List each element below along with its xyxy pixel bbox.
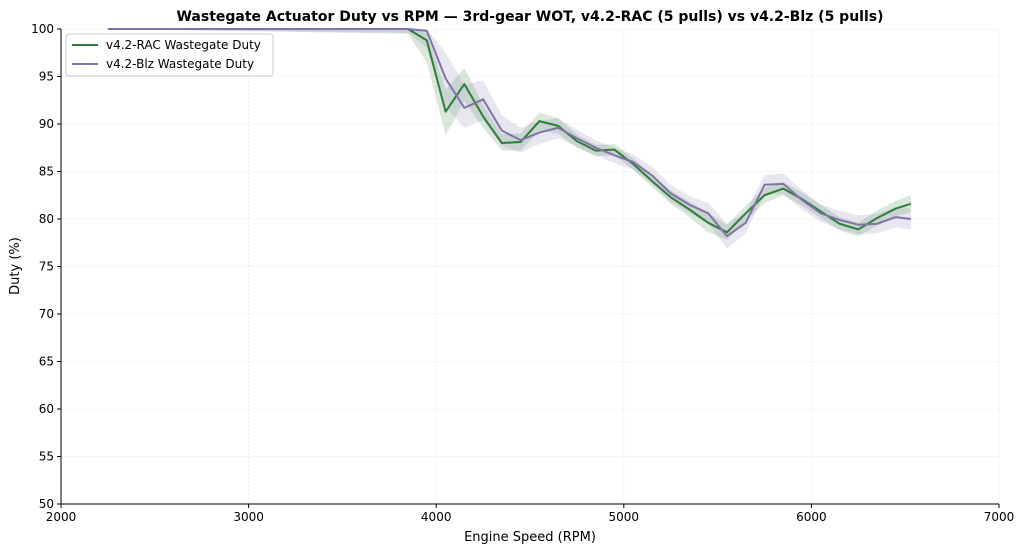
chart-title: Wastegate Actuator Duty vs RPM — 3rd-gea… xyxy=(176,9,883,25)
ticks: 2000 3000 4000 5000 6000 7000 50 55 60 65 70 75 80 85… xyxy=(31,22,1014,524)
y-tick-label: 60 xyxy=(39,402,54,416)
grid xyxy=(60,28,1000,505)
y-tick-label: 55 xyxy=(39,450,54,464)
x-tick-label: 2000 xyxy=(46,510,77,524)
x-tick-label: 7000 xyxy=(984,510,1015,524)
series-lines xyxy=(107,28,912,238)
x-tick-label: 6000 xyxy=(796,510,827,524)
y-tick-label: 50 xyxy=(39,497,54,511)
x-tick-label: 5000 xyxy=(609,510,640,524)
y-axis-label: Duty (%) xyxy=(8,237,23,295)
x-axis-label: Engine Speed (RPM) xyxy=(464,530,596,545)
y-tick-label: 65 xyxy=(39,355,54,369)
series-2-band xyxy=(107,29,911,249)
legend-box xyxy=(65,33,274,77)
y-tick-label: 80 xyxy=(39,212,54,226)
x-tick-label: 3000 xyxy=(233,510,264,524)
legend-label: v4.2-Blz Wastegate Duty xyxy=(106,57,254,71)
legend-label: v4.2-RAC Wastegate Duty xyxy=(106,38,261,52)
x-tick-label: 4000 xyxy=(421,510,452,524)
y-tick-label: 75 xyxy=(39,260,54,274)
series-2-line xyxy=(107,28,911,238)
legend: v4.2-RAC Wastegate Duty v4.2-Blz Wastegat… xyxy=(65,33,274,77)
y-tick-label: 85 xyxy=(39,165,54,179)
y-tick-label: 70 xyxy=(39,307,54,321)
y-tick-label: 90 xyxy=(39,117,54,131)
y-tick-label: 95 xyxy=(39,70,54,84)
y-tick-label: 100 xyxy=(31,22,54,36)
